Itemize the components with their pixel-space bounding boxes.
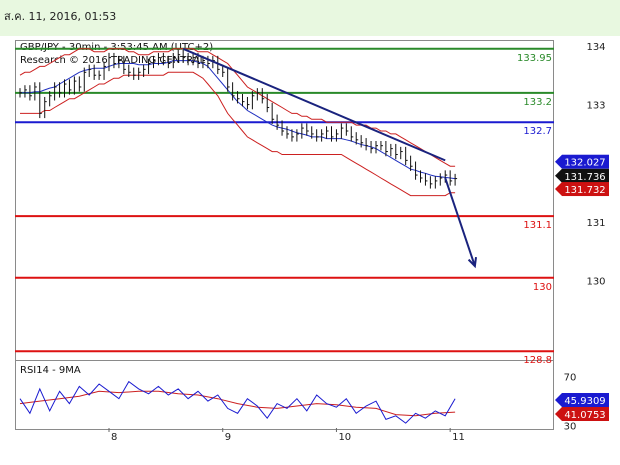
- rsi-y-tick-label: 30: [564, 422, 577, 433]
- level-label-support: 128.8: [523, 355, 552, 366]
- price-y-tick-label: 134: [586, 42, 605, 53]
- x-tick-label: 10: [338, 432, 351, 443]
- price-badge-pointer: [555, 154, 562, 169]
- chart-header-research: Research © 2016 TRADING CENTRAL: [20, 55, 206, 66]
- level-label-resistance: 133.2: [523, 97, 552, 108]
- rsi-badge-label: 45.9309: [564, 396, 605, 407]
- timestamp: ส.ค. 11, 2016, 01:53: [4, 10, 117, 23]
- price-badge-label: 132.027: [564, 158, 605, 169]
- x-tick-label: 11: [452, 432, 465, 443]
- moving-average-line: [20, 60, 456, 180]
- price-badge-pointer: [555, 168, 562, 183]
- rsi-badge: [562, 393, 609, 407]
- rsi-badge-label: 41.0753: [564, 410, 605, 421]
- date-bar: ส.ค. 11, 2016, 01:53: [0, 0, 620, 36]
- price-badge-label: 131.736: [564, 172, 605, 183]
- price-badge: [562, 154, 609, 169]
- rsi-y-tick-label: 70: [564, 373, 577, 384]
- level-label-resistance: 133.95: [517, 53, 552, 64]
- price-y-tick-label: 133: [586, 101, 605, 112]
- price-y-tick-label: 130: [586, 277, 605, 288]
- x-tick-label: 9: [225, 432, 231, 443]
- bollinger-upper: [19, 48, 456, 167]
- rsi-badge-pointer: [555, 393, 562, 407]
- price-badge-pointer: [555, 182, 562, 197]
- chart-header-symbol: GBP/JPY - 30min - 3:53:45 AM (UTC+2): [20, 42, 214, 53]
- price-badge-label: 131.732: [564, 185, 605, 196]
- rsi-badge-pointer: [555, 407, 562, 421]
- x-tick-label: 8: [111, 432, 117, 443]
- level-label-support: 131.1: [523, 220, 552, 231]
- resistance-trendline: [182, 47, 446, 162]
- price-badge: [562, 168, 609, 183]
- rsi-badge: [562, 407, 609, 421]
- panel-separator: [15, 360, 554, 361]
- forecast-arrow-shaft: [444, 177, 476, 267]
- rsi-line: [19, 380, 456, 424]
- level-label-pivot: 132.7: [523, 126, 552, 137]
- price-y-tick-label: 131: [586, 218, 605, 229]
- level-label-support: 130: [533, 282, 552, 293]
- price-badge: [562, 182, 609, 197]
- bollinger-lower: [20, 71, 456, 197]
- forecast-arrow-head: [467, 257, 478, 269]
- rsi-panel-title: RSI14 - 9MA: [20, 365, 81, 376]
- rsi-ma-line: [19, 390, 456, 417]
